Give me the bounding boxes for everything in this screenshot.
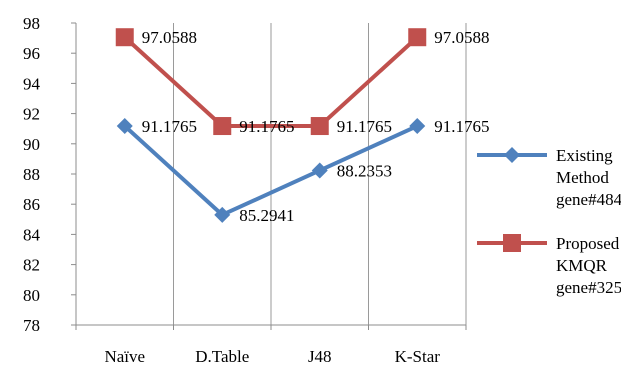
series-line-1 [123,35,419,129]
x-tick-label: J48 [308,347,332,366]
data-label: 91.1765 [142,117,197,136]
x-tick-label: D.Table [195,347,249,366]
y-tick-label: 78 [23,316,40,335]
legend-label: KMQR [556,256,608,275]
y-tick-label: 82 [23,256,40,275]
data-point [213,117,232,136]
data-point [116,118,133,135]
y-tick-label: 84 [23,225,41,244]
grid-lines [173,23,467,325]
y-tick-label: 96 [23,44,40,63]
data-label: 97.0588 [434,28,489,47]
data-label: 88.2353 [337,161,392,180]
data-point [408,28,427,47]
legend-label: gene#3252 [556,278,621,297]
data-label: 91.1765 [239,117,294,136]
data-labels: 91.1765 85.2941 88.2353 91.1765 97.0588 91.17… [142,28,490,225]
data-point [310,117,329,136]
x-tick-labels: Naïve D.Table J48 K-Star [104,347,440,366]
series-line-0 [123,124,419,217]
y-tick-label: 98 [23,14,40,33]
y-tick-label: 92 [23,105,40,124]
axes [71,22,467,330]
data-point [214,206,231,223]
legend-label: Method [556,168,609,187]
legend-label: Existing [556,146,613,165]
data-label: 91.1765 [434,117,489,136]
y-tick-labels: 78 80 82 84 86 88 90 92 94 96 98 [23,14,41,335]
y-tick-label: 88 [23,165,40,184]
legend-marker [504,147,520,163]
y-tick-label: 86 [23,195,40,214]
legend: Existing Method gene#4847 Proposed KMQR gene#… [477,146,621,297]
legend-label: gene#4847 [556,190,621,209]
series-group [115,28,427,223]
y-tick-label: 94 [23,74,41,93]
y-tick-label: 90 [23,135,40,154]
data-point [311,162,328,179]
y-tick-label: 80 [23,286,40,305]
data-label: 97.0588 [142,28,197,47]
x-tick-label: Naïve [104,347,145,366]
x-tick-label: K-Star [395,347,441,366]
data-label: 91.1765 [337,117,392,136]
data-point [409,118,426,135]
legend-marker [503,234,521,252]
data-point [115,28,134,47]
legend-label: Proposed [556,234,620,253]
data-label: 85.2941 [239,206,294,225]
